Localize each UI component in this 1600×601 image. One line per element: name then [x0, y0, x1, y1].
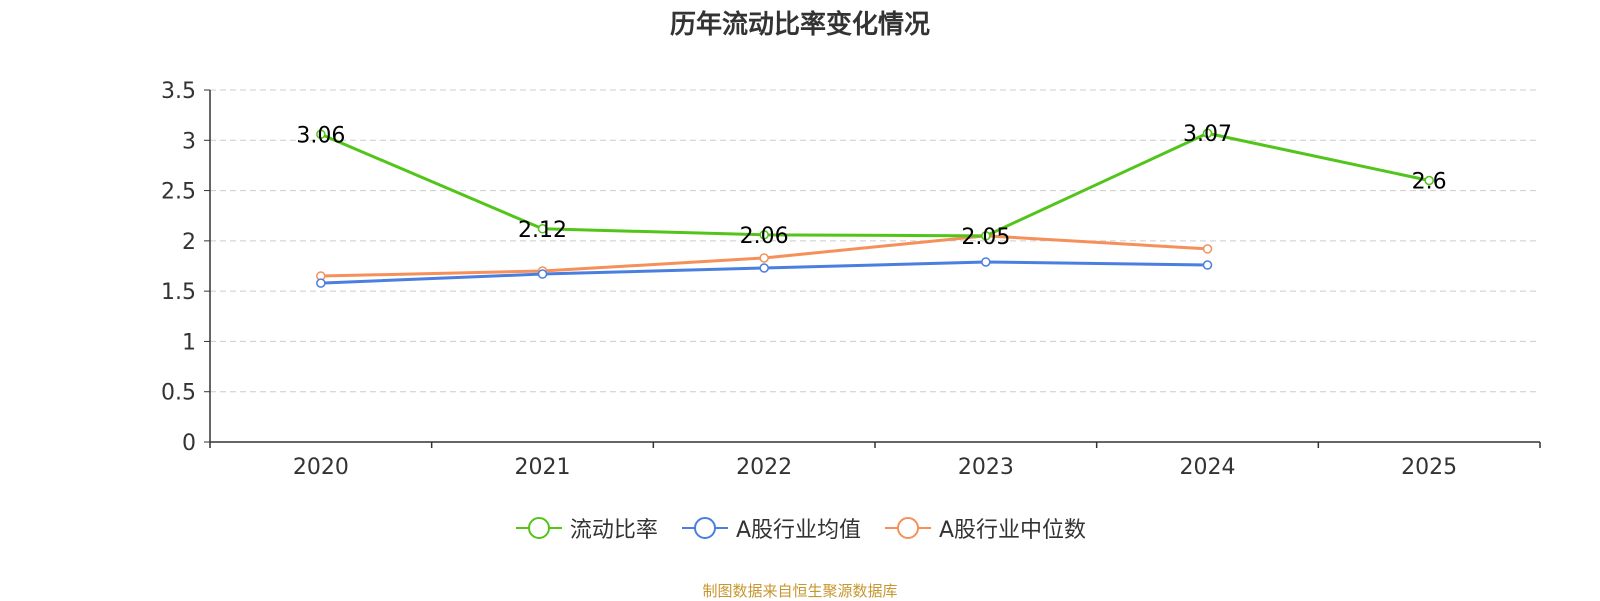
- data-point: [537, 269, 548, 279]
- legend-item[interactable]: A股行业中位数: [883, 512, 1086, 544]
- data-point: [1202, 260, 1213, 270]
- data-source-note: 制图数据来自恒生聚源数据库: [702, 582, 898, 600]
- x-tick-label: 2024: [1180, 455, 1236, 480]
- data-label: 3.07: [1183, 122, 1232, 147]
- chart-legend: 流动比率 A股行业均值 A股行业中位数: [0, 512, 1600, 544]
- data-point: [759, 230, 769, 240]
- data-point: [316, 278, 326, 288]
- legend-line-circle-icon: [681, 517, 728, 539]
- data-point: [759, 263, 769, 273]
- x-tick-label: 2022: [736, 455, 792, 480]
- data-label: 2.6: [1412, 170, 1447, 195]
- data-label: 2.05: [961, 225, 1010, 250]
- legend-label: A股行业均值: [735, 518, 861, 543]
- chart-title: 历年流动比率变化情况: [669, 10, 930, 40]
- x-tick-label: 2021: [515, 455, 571, 480]
- y-tick-label: 3: [182, 129, 196, 154]
- y-tick-label: 2.5: [161, 180, 196, 205]
- data-point: [981, 231, 991, 241]
- data-point: [981, 257, 991, 267]
- x-tick-label: 2023: [958, 455, 1014, 480]
- data-point: [759, 253, 769, 263]
- series-line: [320, 131, 1430, 238]
- legend-label: A股行业中位数: [939, 518, 1087, 543]
- y-tick-label: 1.5: [161, 280, 196, 305]
- data-point: [1424, 175, 1434, 186]
- data-point: [1202, 128, 1213, 138]
- legend-label: 流动比率: [569, 518, 658, 543]
- x-tick-label: 2025: [1401, 455, 1457, 480]
- y-tick-label: 1: [182, 330, 196, 355]
- legend-line-circle-icon: [885, 517, 931, 539]
- y-tick-label: 3.5: [161, 79, 196, 104]
- data-label: 2.06: [740, 224, 789, 249]
- legend-item[interactable]: 流动比率: [514, 512, 658, 544]
- data-point: [537, 224, 548, 234]
- legend-item[interactable]: A股行业均值: [680, 512, 861, 544]
- data-point: [1202, 244, 1213, 254]
- data-label: 3.06: [296, 123, 345, 148]
- legend-line-circle-icon: [515, 517, 562, 539]
- y-tick-label: 0: [182, 431, 196, 456]
- y-tick-label: 0.5: [161, 381, 196, 406]
- data-label: 2.12: [518, 218, 567, 243]
- y-tick-label: 2: [182, 230, 196, 255]
- data-point: [316, 129, 326, 140]
- x-tick-label: 2020: [293, 455, 349, 480]
